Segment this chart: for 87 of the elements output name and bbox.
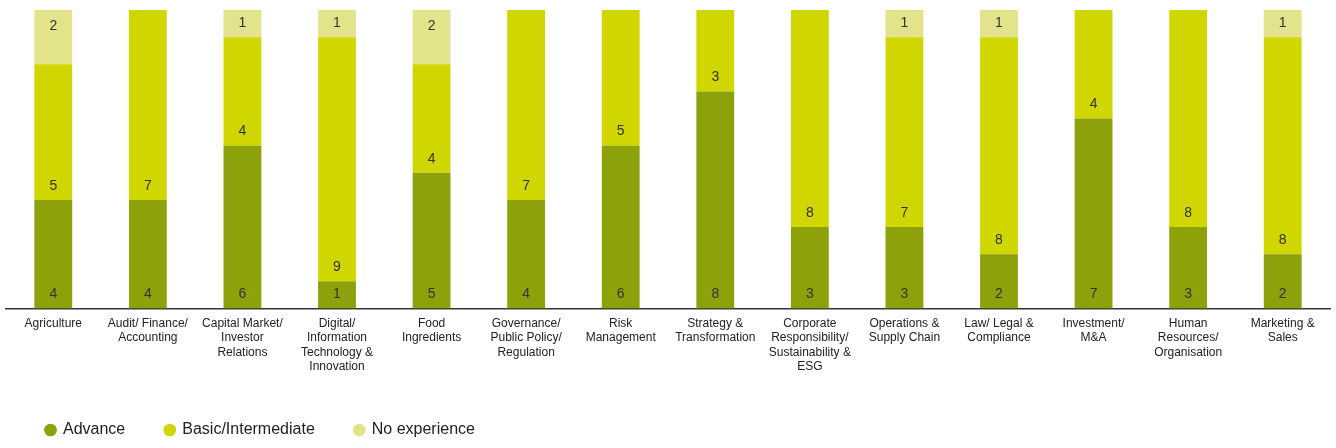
bar	[601, 145, 640, 309]
bar	[790, 227, 829, 309]
data-label: 2	[995, 285, 1004, 302]
bar	[696, 91, 735, 309]
x-tick-label: Governance/ Public Policy/ Regulation	[490, 315, 563, 359]
data-label: 3	[900, 285, 909, 302]
data-label: 8	[1278, 231, 1287, 247]
legend-label: Advance	[63, 420, 126, 438]
data-label: 1	[238, 14, 247, 31]
data-label: 2	[427, 16, 436, 33]
data-label: 8	[1184, 203, 1193, 220]
bar	[412, 10, 451, 65]
bar	[1263, 37, 1302, 255]
data-label: 2	[1278, 285, 1287, 302]
data-label: 6	[616, 285, 625, 302]
bar	[885, 10, 924, 38]
x-tick-label: Strategy & Transformation	[675, 315, 756, 345]
data-label: 7	[900, 203, 909, 220]
bar	[980, 10, 1018, 38]
bar	[34, 10, 73, 65]
data-label: 7	[522, 176, 531, 193]
data-label: 7	[1089, 285, 1098, 302]
bar	[318, 10, 356, 38]
bar	[34, 199, 73, 309]
data-label: 8	[711, 285, 720, 302]
x-tick-label: Human Resources/ Organisation	[1154, 315, 1223, 359]
data-label: 6	[238, 285, 247, 302]
x-tick-label: Law/ Legal & Compliance	[964, 315, 1034, 345]
bar	[790, 10, 829, 228]
data-label: 4	[238, 122, 247, 139]
data-label: 1	[333, 14, 342, 31]
data-label: 1	[1278, 14, 1287, 31]
data-label: 4	[522, 285, 531, 302]
bar	[128, 199, 167, 309]
data-label: 1	[900, 14, 909, 31]
x-tick-label: Capital Market/ Investor Relations	[202, 315, 284, 359]
x-tick-label: Marketing & Sales	[1250, 315, 1315, 345]
bar	[34, 64, 73, 200]
data-label: 3	[805, 285, 814, 302]
data-label: 9	[333, 258, 342, 275]
bar	[1169, 227, 1208, 309]
x-tick-label: Operations & Supply Chain	[868, 315, 941, 345]
bar	[318, 281, 356, 309]
x-tick-label: Corporate Responsibility/Sustainability & ESG	[768, 315, 851, 374]
bar	[223, 10, 262, 38]
data-label: 4	[49, 285, 58, 302]
bar	[980, 254, 1018, 309]
legend-label: Basic/Intermediate	[182, 420, 315, 438]
bar	[1074, 10, 1113, 119]
data-label: 4	[143, 285, 152, 302]
x-tick-label: Risk Management	[585, 315, 657, 345]
bar	[885, 227, 924, 309]
bar	[885, 37, 924, 228]
bar	[696, 10, 735, 92]
data-label: 5	[427, 285, 436, 302]
bar	[412, 172, 451, 309]
legend-label: No experience	[371, 420, 476, 438]
bar	[601, 10, 640, 146]
bar	[1263, 10, 1302, 38]
data-label: 4	[427, 149, 436, 166]
data-label: 5	[616, 122, 625, 139]
bar	[507, 10, 546, 200]
x-tick-label: Investment/ M&A	[1062, 315, 1126, 345]
x-tick-label: Audit/ Finance/ Accounting	[107, 315, 189, 345]
data-label: 8	[805, 203, 814, 220]
data-label: 4	[1089, 95, 1098, 112]
data-label: 1	[333, 285, 342, 302]
data-label: 8	[995, 231, 1004, 247]
data-label: 3	[1184, 285, 1193, 302]
bar	[1074, 118, 1113, 309]
bar	[223, 145, 262, 309]
bar	[507, 199, 546, 309]
data-label: 2	[49, 16, 58, 33]
bar	[1169, 10, 1208, 228]
data-label: 1	[995, 14, 1004, 31]
x-tick-label: Food Ingredients	[401, 315, 462, 345]
x-tick-label: Agriculture	[24, 315, 83, 330]
bar	[223, 37, 262, 146]
bar	[980, 37, 1018, 255]
bar	[412, 64, 451, 173]
bar	[1263, 254, 1302, 309]
bar	[318, 37, 356, 282]
data-label: 7	[143, 176, 152, 193]
bar	[128, 10, 167, 200]
data-label: 3	[711, 68, 720, 85]
x-tick-label: Digital/ Information Technology & Innovation	[300, 315, 374, 374]
data-label: 5	[49, 176, 58, 193]
